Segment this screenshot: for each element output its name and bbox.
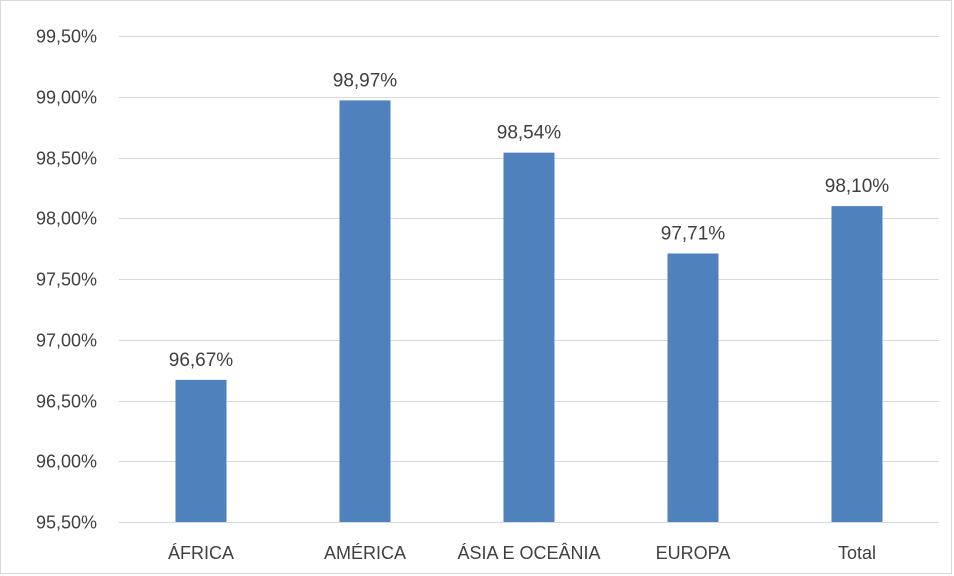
y-tick-label: 98,50% <box>36 149 97 169</box>
bar <box>503 152 555 522</box>
y-tick-label: 99,00% <box>36 88 97 108</box>
y-tick-label: 96,00% <box>36 452 97 472</box>
bar <box>339 100 391 523</box>
y-tick-label: 99,50% <box>36 27 97 47</box>
x-tick-label: ÁSIA E OCEÂNIA <box>457 543 600 563</box>
y-tick-label: 97,00% <box>36 331 97 351</box>
y-tick-label: 97,50% <box>36 270 97 290</box>
x-tick-label: AMÉRICA <box>324 543 406 563</box>
y-tick-label: 95,50% <box>36 513 97 533</box>
data-label: 98,10% <box>825 176 890 197</box>
bar <box>667 253 719 523</box>
x-tick-label: EUROPA <box>656 543 731 563</box>
bar <box>831 206 883 522</box>
data-label: 96,67% <box>169 350 234 371</box>
bar <box>175 379 227 522</box>
data-label: 97,71% <box>661 223 726 244</box>
y-tick-label: 96,50% <box>36 392 97 412</box>
data-label: 98,54% <box>497 123 562 144</box>
data-label: 98,97% <box>333 70 398 91</box>
y-tick-label: 98,00% <box>36 209 97 229</box>
x-tick-label: ÁFRICA <box>168 543 234 563</box>
bars <box>175 100 883 523</box>
y-axis-tick-labels: 95,50% 96,00% 96,50% 97,00% 97,50% 98,00% 98,5… <box>36 27 97 533</box>
x-axis-category-labels: ÁFRICA AMÉRICA ÁSIA E OCEÂNIA EUROPA Total <box>168 543 876 563</box>
x-tick-label: Total <box>838 543 876 563</box>
data-labels: 96,67% 98,97% 98,54% 97,71% 98,10% <box>169 70 890 370</box>
